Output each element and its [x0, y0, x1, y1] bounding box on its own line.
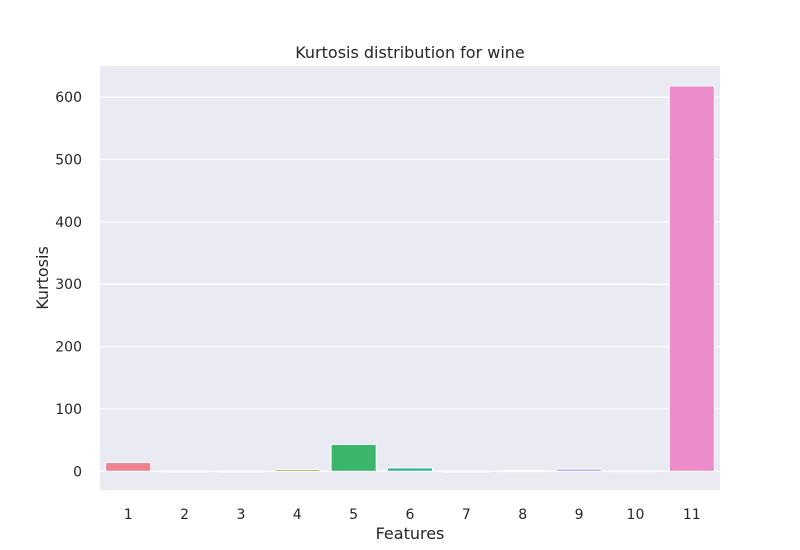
- y-tick-label-600: 600: [55, 90, 82, 106]
- bars: [105, 85, 715, 473]
- x-tick-label-8: 8: [518, 507, 527, 523]
- y-tick-label-0: 0: [73, 464, 82, 480]
- bar-4: [274, 468, 321, 472]
- chart-title: Kurtosis distribution for wine: [295, 43, 525, 62]
- bar-3: [217, 470, 264, 473]
- bar-5: [330, 443, 377, 472]
- y-tick-label-400: 400: [55, 215, 82, 231]
- y-tick-label-100: 100: [55, 402, 82, 418]
- bar-2: [161, 470, 208, 473]
- x-tick-label-2: 2: [180, 507, 189, 523]
- x-tick-labels: 1 2 3 4 5 6 7 8 9 10 11: [124, 507, 701, 523]
- gridlines: [100, 96, 720, 472]
- bar-8: [499, 470, 546, 473]
- x-axis-label: Features: [376, 524, 445, 543]
- bar-1: [105, 462, 152, 472]
- x-tick-label-11: 11: [683, 507, 701, 523]
- x-tick-label-3: 3: [236, 507, 245, 523]
- bar-10: [612, 470, 659, 473]
- bar-7: [443, 470, 490, 473]
- bar-11: [668, 85, 715, 472]
- x-tick-label-4: 4: [293, 507, 302, 523]
- y-axis-label: Kurtosis: [33, 246, 52, 310]
- y-tick-label-300: 300: [55, 277, 82, 293]
- x-tick-label-6: 6: [406, 507, 415, 523]
- bar-6: [386, 467, 434, 472]
- x-tick-label-5: 5: [349, 507, 358, 523]
- x-tick-label-7: 7: [462, 507, 471, 523]
- x-tick-label-1: 1: [124, 507, 133, 523]
- y-tick-label-200: 200: [55, 340, 82, 356]
- x-tick-label-10: 10: [627, 507, 645, 523]
- y-tick-label-500: 500: [55, 153, 82, 169]
- x-tick-label-9: 9: [575, 507, 584, 523]
- y-tick-labels: 0 100 200 300 400 500 600: [55, 90, 82, 480]
- bar-9: [556, 468, 603, 472]
- plot-area: [100, 66, 720, 490]
